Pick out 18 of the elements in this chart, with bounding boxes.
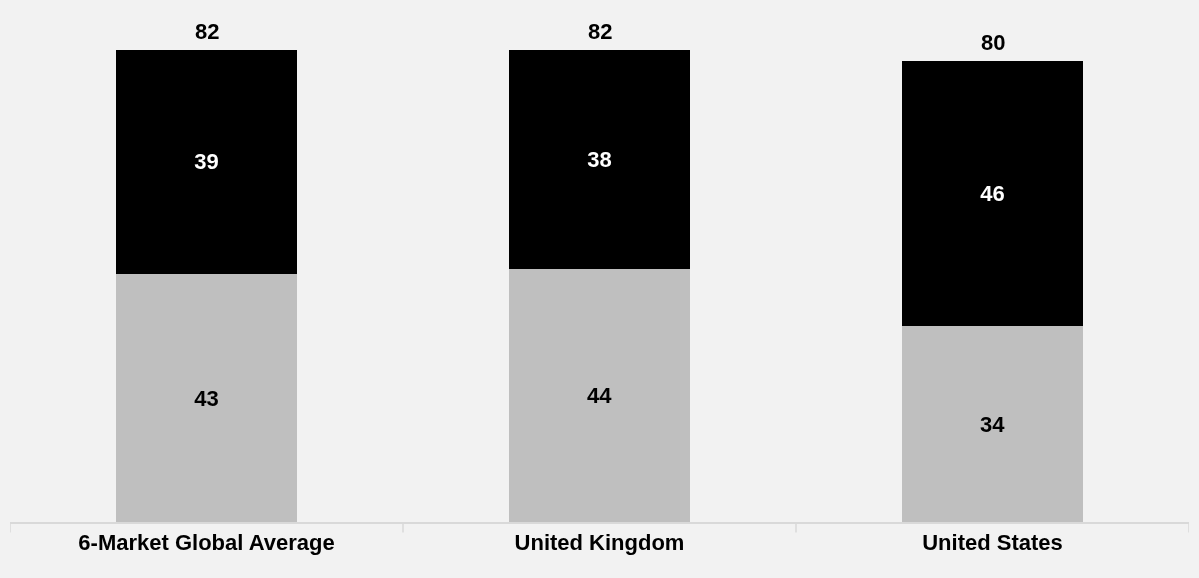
bar xyxy=(902,326,1083,522)
x-tick-label: United States xyxy=(922,530,1063,556)
data-label: 44 xyxy=(586,382,613,408)
bar xyxy=(509,49,690,269)
total-label: 80 xyxy=(981,30,1006,55)
data-label: 46 xyxy=(980,181,1005,207)
data-label: 39 xyxy=(194,149,219,175)
total-label: 82 xyxy=(588,19,613,44)
data-label: 43 xyxy=(194,385,219,411)
bar xyxy=(509,268,690,522)
data-label: 38 xyxy=(587,146,612,172)
data-label: 34 xyxy=(979,411,1006,437)
bar xyxy=(902,61,1083,327)
x-tick-label: United Kingdom xyxy=(514,530,685,556)
total-label: 82 xyxy=(195,19,220,44)
bar xyxy=(116,49,297,275)
x-tick-label: 6-Market Global Average xyxy=(78,530,335,556)
bar xyxy=(116,274,297,522)
